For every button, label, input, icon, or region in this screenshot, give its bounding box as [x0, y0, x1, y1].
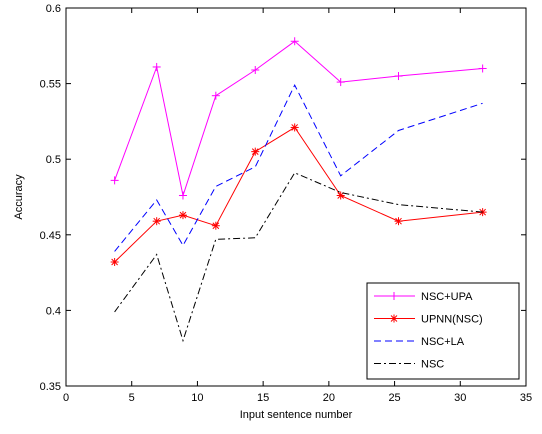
x-tick-label: 5 — [129, 392, 135, 404]
series-layer — [110, 37, 487, 343]
data-point — [478, 208, 487, 217]
series-line — [114, 172, 483, 343]
series-upnn-nsc — [110, 123, 487, 267]
y-tick-label: 0.45 — [40, 230, 61, 242]
data-point — [178, 211, 187, 220]
data-point — [152, 62, 161, 71]
x-tick-label: 20 — [323, 392, 335, 404]
data-point — [394, 217, 403, 226]
data-point — [336, 78, 345, 87]
data-point — [211, 221, 220, 230]
axis-ticks: 0 5 10 15 20 25 30 35 0.35 0.4 0.45 0.5 0.55 0.6 — [40, 3, 533, 404]
data-point — [336, 191, 345, 200]
series-line — [114, 83, 483, 252]
series-nsc — [114, 172, 483, 343]
legend-item: NSC+LA — [374, 336, 465, 348]
data-point — [178, 191, 187, 200]
data-point — [110, 258, 119, 267]
y-tick-label: 0.35 — [40, 381, 61, 393]
x-tick-label: 30 — [454, 392, 466, 404]
x-tick-label: 15 — [257, 392, 269, 404]
legend-item: NSC+UPA — [374, 291, 473, 303]
legend-label: NSC+UPA — [421, 291, 473, 303]
data-point — [251, 65, 260, 74]
data-point — [251, 147, 260, 156]
data-point — [394, 72, 403, 81]
legend: NSC+UPA UPNN(NSC) NSC+LA NSC — [366, 282, 520, 380]
x-axis-label: Input sentence number — [240, 409, 353, 421]
y-tick-label: 0.55 — [40, 79, 61, 91]
data-point — [478, 64, 487, 73]
data-point — [290, 123, 299, 132]
data-point — [152, 217, 161, 226]
legend-item: UPNN(NSC) — [374, 314, 483, 326]
data-point — [290, 37, 299, 46]
y-axis-label: Accuracy — [13, 174, 25, 220]
legend-item: NSC — [374, 359, 444, 371]
x-tick-label: 25 — [388, 392, 400, 404]
x-tick-label: 35 — [520, 392, 532, 404]
series-nsc-la — [114, 83, 483, 252]
legend-label: NSC+LA — [421, 336, 465, 348]
y-tick-label: 0.5 — [46, 154, 61, 166]
y-tick-label: 0.4 — [46, 305, 61, 317]
data-point — [110, 176, 119, 185]
data-point — [211, 91, 220, 100]
data-point — [390, 292, 398, 300]
legend-label: NSC — [421, 359, 444, 371]
series-nsc-upa — [110, 37, 487, 200]
y-tick-label: 0.6 — [46, 3, 61, 15]
x-tick-label: 10 — [191, 392, 203, 404]
legend-label: UPNN(NSC) — [421, 314, 483, 326]
data-point — [390, 314, 398, 323]
x-tick-label: 0 — [63, 392, 69, 404]
